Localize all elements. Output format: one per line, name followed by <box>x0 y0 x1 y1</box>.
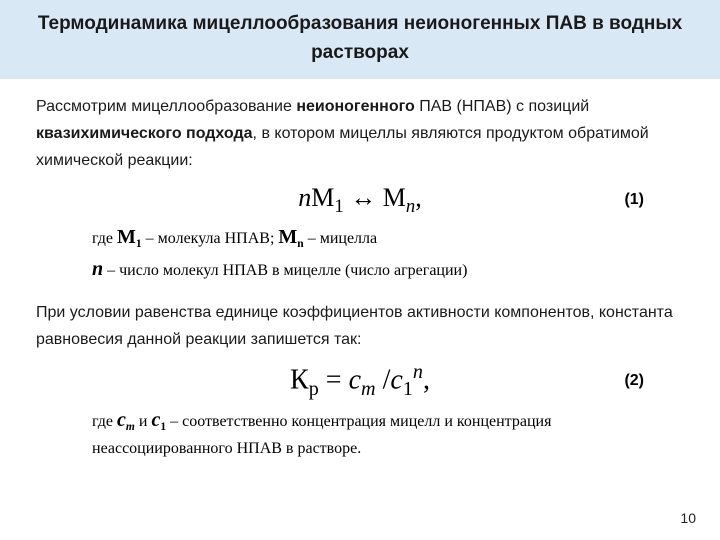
var-M1: М <box>117 226 136 248</box>
var-cm: с <box>349 364 361 395</box>
equation-1-number: (1) <box>624 191 644 209</box>
var-c1: c <box>390 364 402 395</box>
equation-2-number: (2) <box>624 372 644 390</box>
bold-term: неионогенного <box>296 98 415 115</box>
intro-paragraph: Рассмотрим мицеллообразование неионогенн… <box>36 93 684 175</box>
sub-m: m <box>361 378 376 400</box>
text: где <box>92 413 117 430</box>
text: – мицелла <box>304 230 377 247</box>
var-c1: с <box>151 409 160 431</box>
definition-2: где сm и с1 – соответственно концентраци… <box>92 405 684 460</box>
slide-content: Рассмотрим мицеллообразование неионогенн… <box>0 79 720 471</box>
arrow: ↔ <box>344 183 383 212</box>
comma: , <box>415 183 422 212</box>
var-cm: с <box>117 409 126 431</box>
text: где <box>92 230 117 247</box>
sub-p: р <box>309 378 319 400</box>
var-K: К <box>290 364 309 395</box>
var-n: n <box>298 183 311 212</box>
sub-m: m <box>126 421 135 433</box>
definition-1: где М1 – молекула НПАВ; Мn – мицелла n –… <box>92 222 684 285</box>
title-bar: Термодинамика мицеллообразования неионог… <box>0 0 720 79</box>
var-n: n <box>92 258 103 280</box>
text: и <box>135 413 152 430</box>
equation-2: Кр = сm /c1n, <box>36 361 684 401</box>
page-number: 10 <box>680 510 696 526</box>
page-title: Термодинамика мицеллообразования неионог… <box>20 10 700 67</box>
sup-n: n <box>413 361 423 383</box>
equation-1: nM1 ↔ Mn, <box>36 183 684 218</box>
text: ПАВ (НПАВ) с позиций <box>415 98 589 115</box>
equals: = <box>319 364 349 395</box>
equation-1-row: nM1 ↔ Mn, (1) <box>36 183 684 218</box>
text: – молекула НПАВ; <box>142 230 279 247</box>
sub-1: 1 <box>403 378 413 400</box>
var-Mn: М <box>278 226 297 248</box>
sub-n: n <box>406 196 415 217</box>
second-paragraph: При условии равенства единице коэффициен… <box>36 299 684 353</box>
text: – число молекул НПАВ в мицелле (число аг… <box>103 262 467 279</box>
sub-1: 1 <box>334 196 343 217</box>
var-M: M <box>383 183 406 212</box>
text: Рассмотрим мицеллообразование <box>36 98 296 115</box>
bold-term: квазихимического подхода <box>36 125 253 142</box>
comma: , <box>423 364 430 395</box>
text: – соответственно концентрация мицелл и к… <box>92 413 551 456</box>
equation-2-row: Кр = сm /c1n, (2) <box>36 361 684 401</box>
slash: / <box>376 364 391 395</box>
var-M: M <box>311 183 334 212</box>
